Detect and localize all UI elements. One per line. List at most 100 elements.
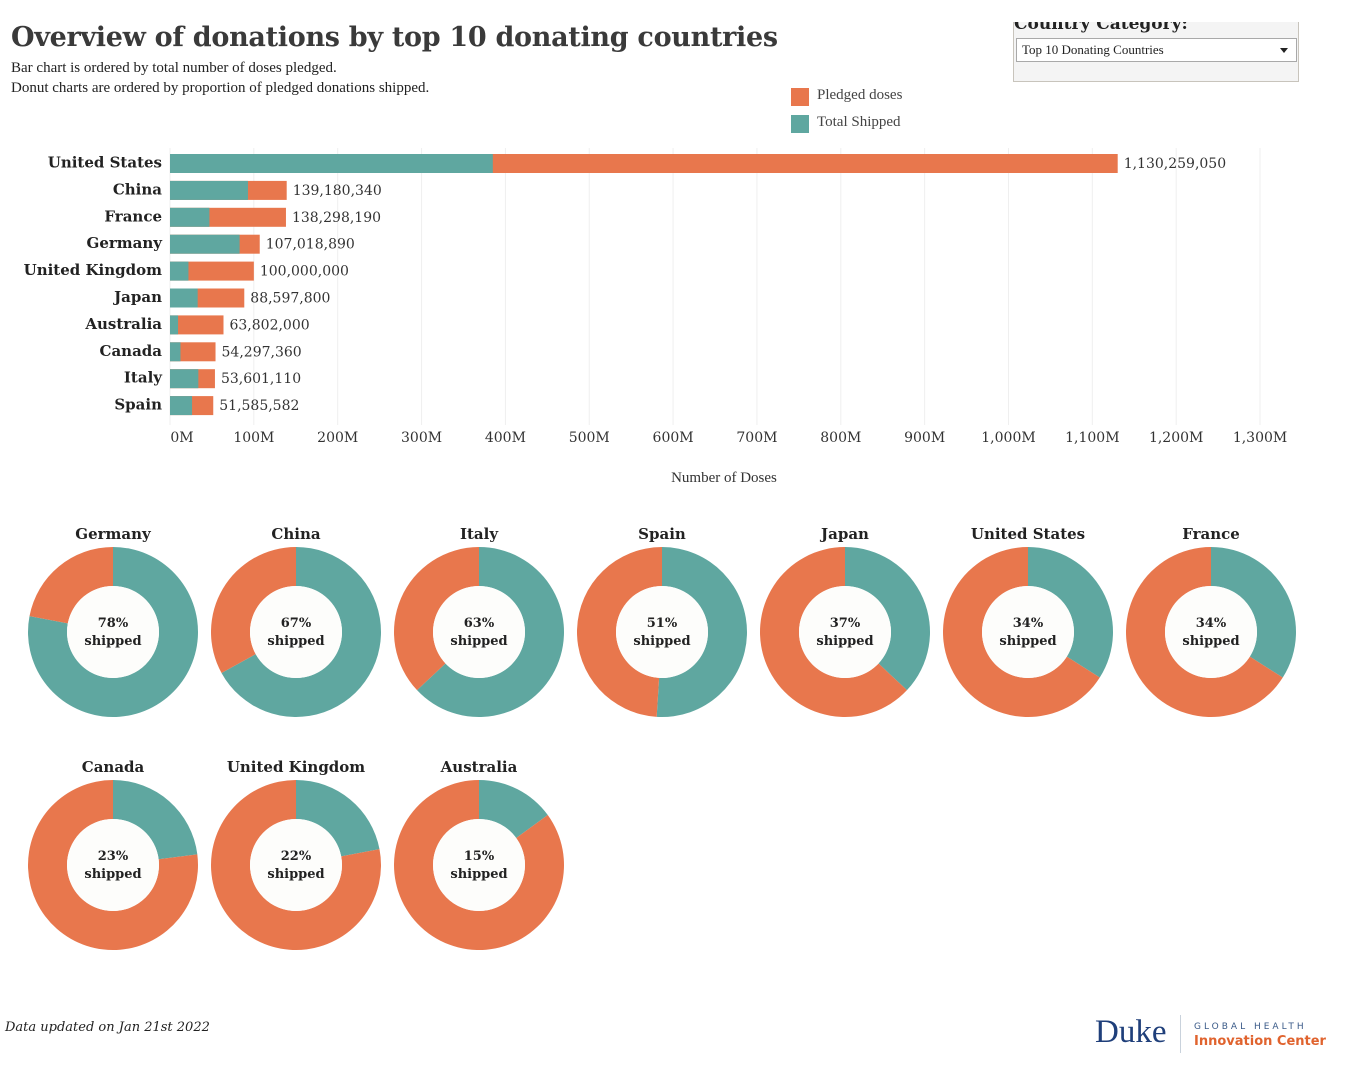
donut-chart[interactable]: Germany 78% shipped xyxy=(27,525,198,717)
x-axis: 0M 100M 200M 300M 400M 500M 600M 700M 800M 900M 1,… xyxy=(170,430,1287,446)
duke-ghic-logo: Duke GLOBAL HEALTH Innovation Center xyxy=(1095,1012,1326,1056)
donut-suffix-label: shipped xyxy=(816,634,873,649)
donut-pct-label: 78% xyxy=(98,616,129,631)
category-label: Australia xyxy=(84,315,162,333)
x-tick-label: 200M xyxy=(317,430,358,446)
donut-slice-pledged[interactable] xyxy=(211,547,296,673)
bar-row[interactable]: Japan 88,597,800 xyxy=(112,288,330,308)
donut-chart[interactable]: China 67% shipped xyxy=(211,525,381,717)
donut-slice-shipped[interactable] xyxy=(221,547,381,717)
donut-slice-shipped[interactable] xyxy=(656,547,747,717)
logo-global-health: GLOBAL HEALTH xyxy=(1194,1022,1307,1032)
bar-shipped[interactable] xyxy=(170,154,493,173)
category-label: United States xyxy=(48,154,162,172)
donut-hole xyxy=(433,819,525,911)
donut-chart[interactable]: Canada 23% shipped xyxy=(28,758,199,950)
bar-rows: United States 1,130,259,050 China 139,180,3… xyxy=(24,154,1226,416)
logo-divider xyxy=(1180,1015,1181,1053)
donut-pct-label: 34% xyxy=(1196,616,1227,631)
bar-row[interactable]: United Kingdom 100,000,000 xyxy=(24,261,349,281)
donut-slice-pledged[interactable] xyxy=(759,547,907,717)
bar-shipped[interactable] xyxy=(170,207,210,227)
donut-chart[interactable]: Spain 51% shipped xyxy=(576,525,747,717)
bar-shipped[interactable] xyxy=(170,342,181,362)
donut-chart[interactable]: France 34% shipped xyxy=(1126,525,1296,717)
donut-chart[interactable]: United States 34% shipped xyxy=(942,525,1113,717)
bar-pledged[interactable] xyxy=(170,342,216,362)
donut-pct-label: 23% xyxy=(98,849,129,864)
donut-slice-shipped[interactable] xyxy=(296,780,380,857)
donut-suffix-label: shipped xyxy=(450,634,507,649)
donut-suffix-label: shipped xyxy=(267,634,324,649)
donut-title: United States xyxy=(971,525,1085,543)
donut-slice-shipped[interactable] xyxy=(27,547,198,717)
donut-pct-label: 63% xyxy=(464,616,495,631)
bar-shipped[interactable] xyxy=(170,369,199,389)
x-tick-label: 300M xyxy=(401,430,442,446)
bar-shipped[interactable] xyxy=(170,261,189,281)
donut-slice-pledged[interactable] xyxy=(210,780,381,950)
donut-slice-pledged[interactable] xyxy=(29,547,113,624)
donut-hole xyxy=(799,586,891,678)
donut-title: Spain xyxy=(638,525,686,543)
donut-title: Italy xyxy=(460,525,499,543)
logo-innovation-center: Innovation Center xyxy=(1194,1034,1326,1049)
bar-data-label: 63,802,000 xyxy=(229,317,309,333)
donut-hole xyxy=(616,586,708,678)
bar-row[interactable]: Italy 53,601,110 xyxy=(124,369,301,389)
donut-chart[interactable]: Australia 15% shipped xyxy=(393,758,564,950)
bar-pledged[interactable] xyxy=(170,261,254,281)
bar-pledged[interactable] xyxy=(170,315,224,335)
donut-pct-label: 67% xyxy=(281,616,312,631)
donut-title: Australia xyxy=(440,758,518,776)
donut-pct-label: 37% xyxy=(830,616,861,631)
x-tick-label: 800M xyxy=(820,430,861,446)
donut-pct-label: 51% xyxy=(647,616,678,631)
page-title: Overview of donations by top 10 donating… xyxy=(11,22,778,53)
bar-row[interactable]: Spain 51,585,582 xyxy=(114,396,299,416)
bar-shipped[interactable] xyxy=(170,396,193,416)
donut-chart[interactable]: Italy 63% shipped xyxy=(393,525,564,717)
bar-chart: United States 1,130,259,050 China 139,180,3… xyxy=(24,148,1287,486)
donut-suffix-label: shipped xyxy=(267,867,324,882)
donut-title: France xyxy=(1182,525,1240,543)
donut-slice-pledged[interactable] xyxy=(393,547,479,691)
donut-slice-shipped[interactable] xyxy=(113,780,198,860)
x-tick-label: 0M xyxy=(170,430,193,446)
bar-row[interactable]: Germany 107,018,890 xyxy=(87,234,355,254)
donut-slice-pledged[interactable] xyxy=(576,547,662,717)
donut-suffix-label: shipped xyxy=(84,634,141,649)
category-label: United Kingdom xyxy=(24,261,162,279)
donut-slice-pledged[interactable] xyxy=(28,780,199,950)
x-tick-label: 600M xyxy=(653,430,694,446)
bar-row[interactable]: Canada 54,297,360 xyxy=(100,342,302,362)
bar-data-label: 138,298,190 xyxy=(292,210,381,226)
bar-shipped[interactable] xyxy=(170,288,198,308)
bar-data-label: 139,180,340 xyxy=(293,183,382,199)
donut-chart[interactable]: Japan 37% shipped xyxy=(759,525,930,717)
donut-slice-pledged[interactable] xyxy=(1126,547,1283,717)
bar-shipped[interactable] xyxy=(170,315,179,335)
donut-suffix-label: shipped xyxy=(999,634,1056,649)
donut-slice-shipped[interactable] xyxy=(845,547,930,691)
bar-row[interactable]: China 139,180,340 xyxy=(113,180,382,200)
donut-slice-shipped[interactable] xyxy=(1028,547,1113,678)
donut-slice-shipped[interactable] xyxy=(417,547,564,717)
donut-slice-pledged[interactable] xyxy=(393,780,564,950)
donut-slice-shipped[interactable] xyxy=(479,780,548,838)
donut-slice-pledged[interactable] xyxy=(942,547,1100,717)
bar-data-label: 88,597,800 xyxy=(250,291,330,307)
donut-pct-label: 22% xyxy=(281,849,312,864)
bar-shipped[interactable] xyxy=(170,234,240,254)
country-category-dropdown[interactable]: Top 10 Donating Countries xyxy=(1016,38,1297,62)
category-label: Italy xyxy=(124,369,163,387)
bar-shipped[interactable] xyxy=(170,180,248,200)
bar-data-label: 100,000,000 xyxy=(260,264,349,280)
filter-label: Country Category: xyxy=(1014,22,1188,34)
bar-row[interactable]: France 138,298,190 xyxy=(104,207,381,227)
bar-row[interactable]: Australia 63,802,000 xyxy=(84,315,310,335)
donut-hole xyxy=(67,586,159,678)
donut-slice-shipped[interactable] xyxy=(1211,547,1296,678)
bar-row[interactable]: United States 1,130,259,050 xyxy=(48,154,1226,174)
donut-chart[interactable]: United Kingdom 22% shipped xyxy=(210,758,381,950)
